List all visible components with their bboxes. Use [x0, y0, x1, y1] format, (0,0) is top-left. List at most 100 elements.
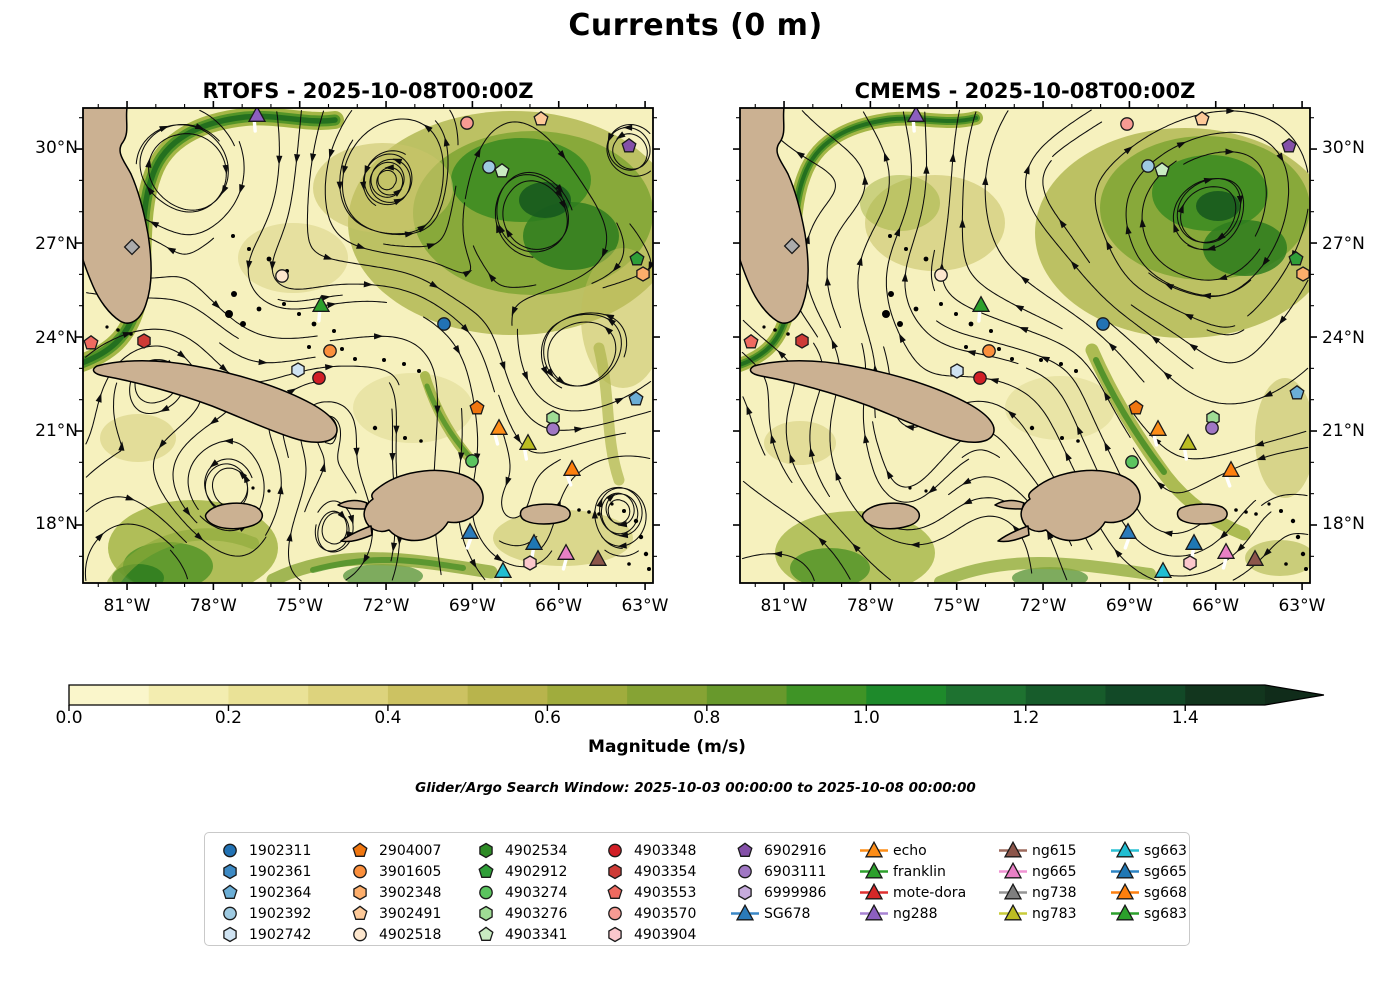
platform-marker-3901605: [323, 344, 337, 358]
lon-tick-label: 72°W: [362, 596, 410, 616]
platform-marker-echo: [489, 418, 509, 435]
legend-column: sg663 sg665 sg668 sg683: [1110, 840, 1187, 924]
circle-marker-icon: [223, 843, 237, 858]
legend-entry-sg668: sg668: [1110, 882, 1187, 903]
platform-marker-sg665: [1184, 533, 1204, 550]
legend-entry-6999986: 6999986: [730, 882, 826, 903]
colorbar-tick-label: 1.2: [1012, 708, 1040, 728]
circle-marker-icon: [608, 843, 622, 858]
legend-entry-label: 4902534: [505, 842, 568, 859]
legend-entry-4902534: 4902534: [471, 840, 567, 861]
legend-entry-label: 3902348: [379, 884, 442, 901]
legend-entry-label: 6902916: [764, 842, 827, 859]
hexagon-marker-icon: [608, 926, 622, 943]
lon-tick-label: 63°W: [1278, 596, 1326, 616]
lat-tick-label: 30°N: [1322, 138, 1365, 158]
legend-entry-label: ng783: [1032, 905, 1077, 922]
legend-entry-label: 1902361: [249, 863, 312, 880]
legend-entry-label: 4903904: [634, 926, 697, 943]
legend-entry-label: ng615: [1032, 842, 1077, 859]
platform-marker-6902916: [1281, 137, 1297, 153]
legend-entry-3902348: 3902348: [345, 882, 441, 903]
circle-marker-icon: [479, 885, 493, 900]
legend-entry-1902311: 1902311: [215, 840, 311, 861]
legend-entry-label: 4903570: [634, 905, 697, 922]
platform-marker-3902491: [1194, 110, 1210, 126]
legend-entry-label: echo: [893, 842, 927, 859]
pentagon-marker-icon: [607, 884, 623, 899]
legend-entry-label: sg683: [1144, 905, 1187, 922]
legend-entry-label: 1902392: [249, 905, 312, 922]
legend-column: 1902311 1902361 1902364 1902392 1902742: [215, 840, 311, 945]
legend-column: 2904007 3901605 3902348 3902491 4902518: [345, 840, 441, 945]
legend-entry-4903904: 4903904: [600, 924, 696, 945]
platform-marker-sg668: [1221, 460, 1241, 477]
colorbar: [68, 684, 1325, 711]
legend-entry-label: 3902491: [379, 905, 442, 922]
platform-marker-sg668: [562, 459, 582, 476]
pentagon-marker-icon: [478, 863, 494, 878]
legend-entry-1902361: 1902361: [215, 861, 311, 882]
hexagon-marker-icon: [738, 884, 752, 901]
lon-tick-label: 75°W: [933, 596, 981, 616]
colorbar-tick-label: 1.4: [1171, 708, 1199, 728]
lon-tick-label: 78°W: [846, 596, 894, 616]
legend-entry-ng783: ng783: [998, 903, 1076, 924]
panel-title-cmems: CMEMS - 2025-10-08T00:00Z: [854, 79, 1196, 103]
platform-marker-1902364: [628, 390, 644, 406]
platform-marker-4903553: [743, 333, 759, 349]
colorbar-tick-label: 0.6: [533, 708, 561, 728]
pentagon-marker-icon: [352, 905, 368, 920]
legend-column: 6902916 6903111 6999986 SG678: [730, 840, 826, 924]
platform-marker-ng783: [518, 433, 538, 450]
pentagon-marker-icon: [222, 884, 238, 899]
triangle-marker-icon: [860, 883, 888, 900]
legend-column: 4902534 4902912 4903274 4903276 4903341: [471, 840, 567, 945]
legend-entry-ng738: ng738: [998, 882, 1076, 903]
circle-marker-icon: [353, 864, 367, 879]
triangle-marker-icon: [999, 883, 1027, 900]
platform-marker-4903274: [465, 454, 479, 468]
platform-marker-4902912: [1288, 250, 1304, 266]
legend-entry-label: ng665: [1032, 863, 1077, 880]
platform-marker-3902348: [1296, 266, 1310, 282]
legend-entry-sg683: sg683: [1110, 903, 1187, 924]
platform-marker-sg665: [524, 533, 544, 550]
legend-column: echo franklin mote-dora ng288: [859, 840, 966, 924]
platform-marker-1902742: [291, 362, 305, 378]
platform-marker-4903904: [1183, 555, 1197, 571]
lon-tick-label: 66°W: [535, 596, 583, 616]
lat-tick-label: 24°N: [1322, 328, 1365, 348]
platform-marker-1902392: [482, 160, 496, 174]
legend-entry-2904007: 2904007: [345, 840, 441, 861]
platform-marker-3902348: [636, 266, 650, 282]
legend-entry-1902364: 1902364: [215, 882, 311, 903]
legend-entry-ng288: ng288: [859, 903, 966, 924]
legend-entry-franklin: franklin: [859, 861, 966, 882]
platform-marker-SG678: [1118, 522, 1138, 539]
colorbar-tick-label: 0.4: [374, 708, 402, 728]
triangle-marker-icon: [860, 904, 888, 921]
triangle-marker-icon: [731, 904, 759, 921]
pentagon-marker-icon: [352, 842, 368, 857]
legend-entry-ng665: ng665: [998, 861, 1076, 882]
colorbar-tick-label: 0.8: [693, 708, 721, 728]
legend-entry-label: sg663: [1144, 842, 1187, 859]
triangle-marker-icon: [860, 841, 888, 858]
triangle-marker-icon: [999, 841, 1027, 858]
platform-marker-echo: [1148, 419, 1168, 436]
platform-marker-1902392: [1141, 159, 1155, 173]
platform-marker-4903354: [795, 333, 809, 349]
legend-entry-label: 1902311: [249, 842, 312, 859]
platform-marker-1902364: [1289, 384, 1305, 400]
platform-marker-6903111: [546, 422, 560, 436]
legend-entry-4903553: 4903553: [600, 882, 696, 903]
legend-entry-label: 1902742: [249, 926, 312, 943]
legend-entry-sg665: sg665: [1110, 861, 1187, 882]
triangle-marker-icon: [1111, 862, 1139, 879]
hexagon-marker-icon: [223, 926, 237, 943]
legend-entry-label: 4903348: [634, 842, 697, 859]
platform-marker-unlisted: [783, 237, 801, 255]
circle-marker-icon: [223, 906, 237, 921]
legend-entry-echo: echo: [859, 840, 966, 861]
